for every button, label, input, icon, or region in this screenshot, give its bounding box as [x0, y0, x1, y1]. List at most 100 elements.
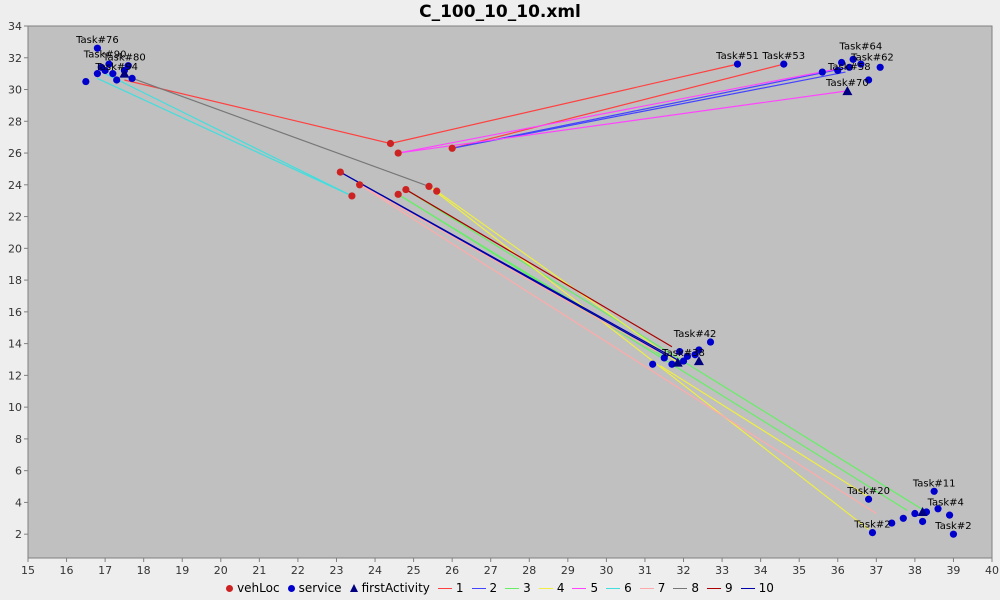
task-label: Task#94 — [94, 62, 138, 73]
y-tick-label: 10 — [8, 401, 22, 414]
service-point — [649, 360, 657, 368]
x-tick-label: 22 — [291, 564, 305, 577]
task-label: Task#70 — [825, 78, 869, 89]
task-label: Task#53 — [761, 51, 805, 62]
route-line-3 — [397, 193, 669, 361]
service-point — [945, 511, 954, 519]
legend-item: 1 — [437, 581, 464, 595]
vehloc-point — [394, 190, 402, 198]
x-tick-label: 38 — [908, 564, 922, 577]
task-label: Task#90 — [83, 50, 127, 61]
legend-triangle-icon — [349, 584, 358, 592]
route-line-10 — [340, 171, 669, 357]
x-tick-label: 20 — [214, 564, 228, 577]
route-line-1 — [124, 79, 391, 145]
vehloc-point — [394, 149, 402, 157]
legend-label: 2 — [489, 581, 498, 595]
y-tick-label: 18 — [8, 274, 22, 287]
legend-line-icon — [572, 587, 587, 589]
service-point — [918, 517, 927, 526]
legend-item: 5 — [572, 581, 598, 595]
route-line-8 — [128, 76, 430, 187]
route-line-3 — [405, 189, 927, 513]
legend-line-icon — [538, 587, 553, 589]
legend-label: vehLoc — [237, 581, 280, 595]
x-tick-label: 25 — [407, 564, 421, 577]
legend-item: service — [287, 581, 342, 595]
x-tick-label: 29 — [561, 564, 575, 577]
legend-item: 6 — [606, 581, 632, 595]
service-point — [113, 76, 121, 84]
service-point — [818, 68, 826, 76]
service-point — [97, 63, 105, 71]
route-line-4 — [428, 185, 869, 530]
y-tick-label: 22 — [8, 211, 22, 224]
legend-item: 3 — [505, 581, 531, 595]
route-line-2 — [452, 66, 850, 149]
y-tick-label: 28 — [8, 115, 22, 128]
task-label: Task#4 — [927, 497, 964, 508]
task-label: Task#2 — [853, 520, 890, 531]
first-activity-marker — [842, 86, 853, 96]
vehloc-point — [425, 182, 433, 190]
first-activity-marker — [917, 506, 928, 516]
task-label: Task#58 — [827, 62, 871, 73]
x-tick-label: 18 — [137, 564, 151, 577]
route-line-6 — [104, 73, 353, 197]
legend-line-icon — [437, 587, 452, 589]
legend-label: service — [298, 581, 342, 595]
route-line-6 — [97, 77, 353, 197]
y-tick-label: 30 — [8, 84, 22, 97]
service-point — [676, 347, 684, 356]
y-tick-label: 6 — [15, 465, 22, 478]
route-line-5 — [398, 90, 846, 154]
route-line-5 — [398, 68, 838, 154]
legend-item: 7 — [639, 581, 665, 595]
y-tick-label: 16 — [8, 306, 22, 319]
route-line-7 — [359, 184, 657, 353]
legend-label: 5 — [590, 581, 599, 595]
scatter-chart: 15 16 17 18 19 20 21 22 23 24 25 26 27 28 29 30 31 32 33 34… — [8, 20, 999, 577]
legend-label: 6 — [624, 581, 632, 595]
service-point — [838, 58, 846, 67]
task-label: Task#62 — [850, 53, 894, 64]
task-label: Task#42 — [673, 329, 717, 340]
service-point — [865, 495, 873, 503]
x-tick-label: 16 — [60, 564, 74, 577]
legend-line-icon — [505, 587, 520, 589]
x-tick-label: 23 — [329, 564, 343, 577]
legend-item: vehLoc — [226, 581, 280, 595]
legend-dot-icon — [226, 584, 234, 592]
service-point — [865, 76, 873, 84]
y-tick-label: 24 — [8, 179, 22, 192]
legend-label: 10 — [758, 581, 774, 595]
service-point — [849, 55, 857, 63]
service-point — [679, 357, 688, 365]
legend-line-icon — [471, 587, 486, 589]
legend-label: 9 — [725, 581, 733, 595]
service-point — [930, 487, 938, 495]
first-activity-marker — [119, 68, 130, 78]
legend-line-icon — [639, 587, 654, 589]
x-tick-label: 28 — [522, 564, 536, 577]
service-point — [845, 63, 853, 71]
x-tick-label: 40 — [985, 564, 999, 577]
y-tick-label: 12 — [8, 369, 22, 382]
service-point — [93, 44, 102, 52]
x-tick-label: 30 — [599, 564, 613, 577]
chart-legend: vehLoc service firstActivity 1 2 3 4 5 6 7 8 9 10 — [0, 581, 1000, 595]
task-label: Task#20 — [846, 486, 890, 497]
legend-line-icon — [673, 587, 688, 589]
route-line-3 — [397, 193, 908, 511]
x-tick-label: 21 — [252, 564, 266, 577]
x-tick-label: 31 — [638, 564, 652, 577]
service-point — [857, 60, 865, 68]
task-label: Task#11 — [912, 478, 956, 489]
y-tick-label: 2 — [15, 528, 22, 541]
service-point — [876, 63, 884, 71]
y-tick-label: 32 — [8, 52, 22, 65]
service-point — [683, 352, 691, 360]
x-tick-label: 17 — [98, 564, 112, 577]
service-point — [93, 70, 102, 78]
vehloc-point — [448, 144, 456, 152]
